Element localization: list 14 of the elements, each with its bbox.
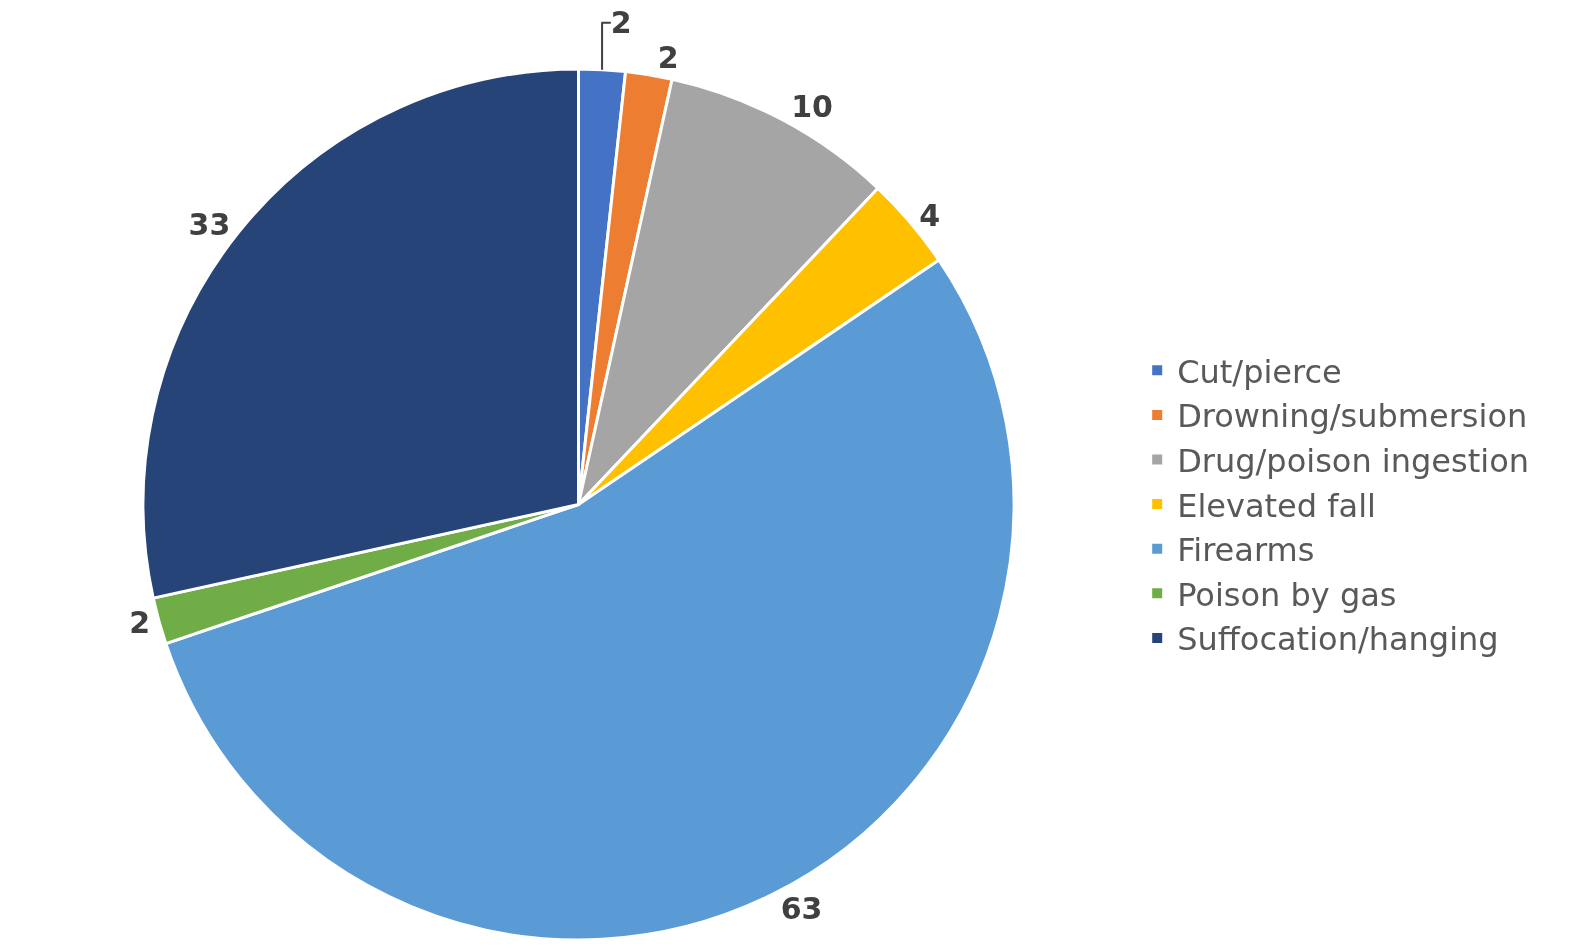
legend-label: Poison by gas bbox=[1177, 575, 1397, 614]
data-label: 2 bbox=[129, 604, 151, 640]
data-label: 4 bbox=[919, 197, 941, 233]
legend-label: Drowning/submersion bbox=[1177, 397, 1528, 436]
data-label: 2 bbox=[657, 40, 679, 76]
legend-label: Drug/poison ingestion bbox=[1177, 441, 1529, 480]
legend-label: Suffocation/hanging bbox=[1177, 620, 1499, 659]
data-label: 2 bbox=[610, 5, 632, 41]
data-label: 33 bbox=[188, 207, 231, 243]
legend-label: Elevated fall bbox=[1177, 486, 1376, 525]
legend-label: Cut/pierce bbox=[1177, 352, 1342, 391]
data-label: 63 bbox=[780, 891, 823, 927]
data-label: 10 bbox=[791, 88, 833, 124]
legend-label: Firearms bbox=[1177, 531, 1315, 570]
